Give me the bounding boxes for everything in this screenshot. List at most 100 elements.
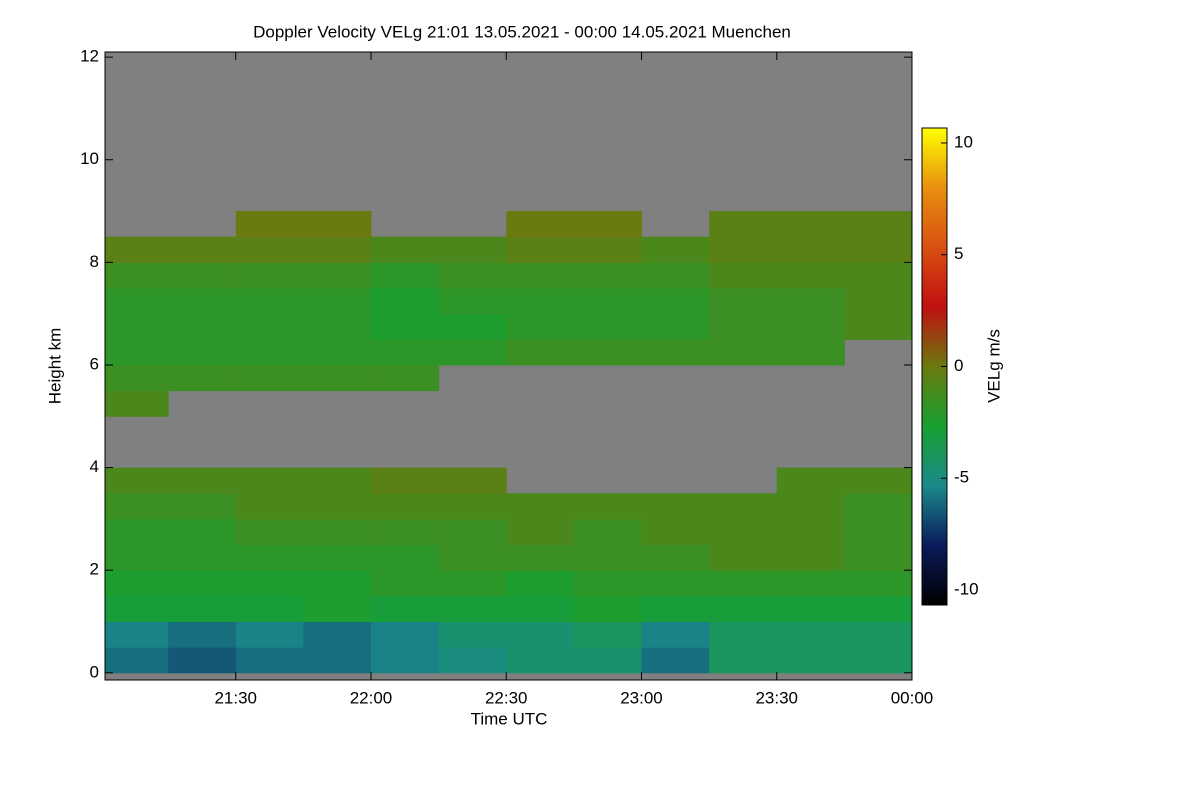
heatmap-cell <box>438 544 507 571</box>
heatmap-cell <box>641 288 710 315</box>
heatmap-cell <box>438 570 507 597</box>
heatmap-cell <box>105 518 169 546</box>
heatmap-cell <box>573 211 642 238</box>
heatmap-cell <box>168 313 237 340</box>
heatmap-cell <box>105 390 169 417</box>
heatmap-cell <box>844 262 912 289</box>
chart-title: Doppler Velocity VELg 21:01 13.05.2021 -… <box>253 22 791 41</box>
heatmap-cell <box>506 621 575 648</box>
heatmap-cell <box>105 570 169 597</box>
x-tick-label: 00:00 <box>891 688 934 707</box>
heatmap-cell <box>370 236 440 263</box>
heatmap-cell <box>844 647 912 674</box>
heatmap-cell <box>235 262 304 289</box>
heatmap-cell <box>438 236 507 263</box>
heatmap-cell <box>105 621 169 648</box>
x-tick-label: 23:00 <box>620 688 663 707</box>
heatmap-cell <box>235 313 304 340</box>
heatmap-cell <box>709 647 778 674</box>
x-tick-label: 21:30 <box>214 688 257 707</box>
heatmap-cell <box>168 288 237 315</box>
heatmap-cell <box>506 544 575 571</box>
heatmap-cell <box>235 544 304 571</box>
y-tick-label: 6 <box>90 354 99 373</box>
heatmap-cell <box>438 313 507 340</box>
heatmap-cell <box>438 288 507 315</box>
heatmap-cell <box>709 621 778 648</box>
heatmap-cell <box>438 339 507 366</box>
y-tick-label: 10 <box>80 149 99 168</box>
heatmap-cell <box>370 621 440 648</box>
heatmap-cell <box>844 621 912 648</box>
heatmap-cell <box>235 518 304 546</box>
heatmap-cell <box>641 262 710 289</box>
heatmap-cell <box>641 493 710 520</box>
heatmap-cell <box>776 211 845 238</box>
heatmap-cell <box>844 313 912 340</box>
heatmap-cell <box>168 339 237 366</box>
heatmap-cell <box>641 313 710 340</box>
colorbar-tick-label: 5 <box>954 244 963 263</box>
heatmap-cell <box>438 595 507 623</box>
heatmap-cell <box>709 236 778 263</box>
heatmap-cell <box>709 544 778 571</box>
heatmap-cell <box>438 262 507 289</box>
heatmap-cell <box>168 493 237 520</box>
y-axis-label: Height km <box>45 328 64 405</box>
heatmap-cell <box>303 313 372 340</box>
heatmap-cell <box>776 647 845 674</box>
x-tick-label: 23:30 <box>755 688 798 707</box>
heatmap-cell <box>303 544 372 571</box>
heatmap-cell <box>370 339 440 366</box>
heatmap-cell <box>105 595 169 623</box>
heatmap-cell <box>303 570 372 597</box>
heatmap-cell <box>105 313 169 340</box>
heatmap-cell <box>105 288 169 315</box>
heatmap-cell <box>641 236 710 263</box>
heatmap-cell <box>776 544 845 571</box>
heatmap-cell <box>844 595 912 623</box>
y-tick-label: 4 <box>90 457 99 476</box>
heatmap-cell <box>370 518 440 546</box>
heatmap-cell <box>844 211 912 238</box>
heatmap-cell <box>573 595 642 623</box>
heatmap-cell <box>235 570 304 597</box>
heatmap-cell <box>844 236 912 263</box>
heatmap-cell <box>370 313 440 340</box>
heatmap-cell <box>776 518 845 546</box>
heatmap-cell <box>370 570 440 597</box>
colorbar-label: VELg m/s <box>984 329 1003 403</box>
heatmap-cell <box>844 518 912 546</box>
heatmap-cell <box>844 467 912 494</box>
heatmap-cell <box>303 493 372 520</box>
heatmap-cell <box>235 467 304 494</box>
heatmap-cell <box>776 262 845 289</box>
heatmap-cell <box>776 288 845 315</box>
heatmap-cell <box>168 364 237 392</box>
heatmap-cell <box>303 262 372 289</box>
y-tick-label: 12 <box>80 47 99 66</box>
heatmap-cell <box>573 518 642 546</box>
heatmap-cell <box>844 288 912 315</box>
heatmap-cell <box>506 211 575 238</box>
heatmap-cell <box>776 493 845 520</box>
heatmap-cell <box>438 493 507 520</box>
heatmap-cell <box>105 544 169 571</box>
heatmap-cell <box>709 570 778 597</box>
heatmap-cell <box>168 236 237 263</box>
heatmap-cell <box>438 647 507 674</box>
heatmap-cell <box>776 595 845 623</box>
heatmap-cell <box>506 288 575 315</box>
heatmap-cell <box>235 621 304 648</box>
heatmap-cell <box>105 262 169 289</box>
heatmap-cell <box>709 339 778 366</box>
heatmap-cell <box>573 647 642 674</box>
heatmap-cell <box>303 288 372 315</box>
heatmap-cell <box>303 595 372 623</box>
heatmap-cell <box>105 647 169 674</box>
heatmap-cell <box>776 313 845 340</box>
heatmap-cell <box>844 493 912 520</box>
heatmap-cell <box>303 518 372 546</box>
heatmap-cell <box>370 493 440 520</box>
heatmap-cell <box>506 339 575 366</box>
